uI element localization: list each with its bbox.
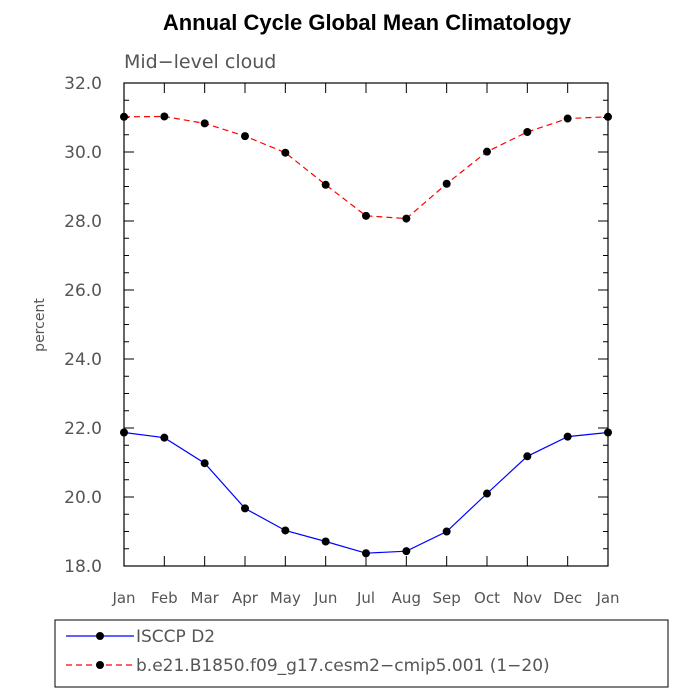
y-tick-label: 18.0 [64, 557, 102, 577]
x-tick-label: Jan [595, 589, 619, 607]
data-point [362, 549, 370, 558]
data-point [281, 526, 290, 535]
y-tick-label: 30.0 [64, 143, 102, 163]
data-point [120, 112, 128, 121]
legend-entry: ISCCP D2 [66, 627, 215, 647]
y-tick-label: 20.0 [64, 488, 102, 508]
data-point [442, 527, 451, 536]
data-point [523, 452, 532, 461]
x-tick-label: Dec [553, 589, 582, 607]
y-tick-label: 24.0 [64, 350, 102, 370]
data-point [281, 148, 290, 157]
data-point [321, 180, 330, 189]
x-tick-label: Jan [111, 589, 135, 607]
chart-title: Annual Cycle Global Mean Climatology [163, 10, 572, 35]
data-point [200, 459, 209, 468]
legend-marker [96, 661, 104, 669]
x-tick-label: May [270, 589, 301, 607]
data-point [604, 428, 612, 437]
x-tick-label: Oct [474, 589, 500, 607]
series-1 [120, 428, 612, 558]
legend: ISCCP D2 b.e21.B1850.f09_g17.cesm2−cmip5.… [54, 619, 669, 688]
y-tick-label: 26.0 [64, 281, 102, 301]
y-tick-label: 28.0 [64, 212, 102, 232]
legend-label: b.e21.B1850.f09_g17.cesm2−cmip5.001 (1−2… [136, 656, 550, 676]
data-point [402, 214, 411, 223]
data-point [563, 432, 572, 441]
data-point [523, 127, 532, 136]
legend-marker [96, 632, 104, 640]
data-point [241, 132, 249, 141]
y-axis-label: percent [32, 298, 48, 352]
series-layer [120, 112, 612, 558]
data-point [402, 547, 411, 556]
y-tick-label: 22.0 [64, 419, 102, 439]
legend-box [54, 619, 669, 688]
axes: 18.0 20.0 22.0 24.0 26.0 28.0 30.0 32.0 Jan Feb Ma… [64, 74, 619, 607]
data-point [563, 114, 572, 123]
x-tick-label: Feb [151, 589, 178, 607]
x-tick-label: Mar [191, 589, 220, 607]
data-point [362, 211, 370, 220]
data-point [483, 147, 491, 156]
data-point [160, 433, 169, 442]
legend-label: ISCCP D2 [136, 627, 215, 647]
data-point [160, 112, 169, 121]
y-tick-label: 32.0 [64, 74, 102, 94]
chart-subtitle: Mid−level cloud [124, 51, 276, 73]
data-point [604, 112, 612, 121]
data-point [241, 504, 249, 513]
legend-entry: b.e21.B1850.f09_g17.cesm2−cmip5.001 (1−2… [66, 656, 550, 676]
x-tick-label: Nov [513, 589, 542, 607]
x-tick-label: Apr [232, 589, 259, 607]
x-tick-label: Aug [392, 589, 421, 607]
data-point [483, 489, 491, 498]
data-point [200, 119, 209, 128]
data-point [120, 428, 128, 437]
data-point [321, 537, 330, 546]
x-tick-label: Jun [313, 589, 337, 607]
x-tick-label: Jul [356, 589, 375, 607]
legend-entries: ISCCP D2 b.e21.B1850.f09_g17.cesm2−cmip5.… [66, 627, 550, 676]
data-point [442, 179, 451, 188]
series-2 [120, 112, 612, 223]
x-tick-label: Sep [433, 589, 461, 607]
